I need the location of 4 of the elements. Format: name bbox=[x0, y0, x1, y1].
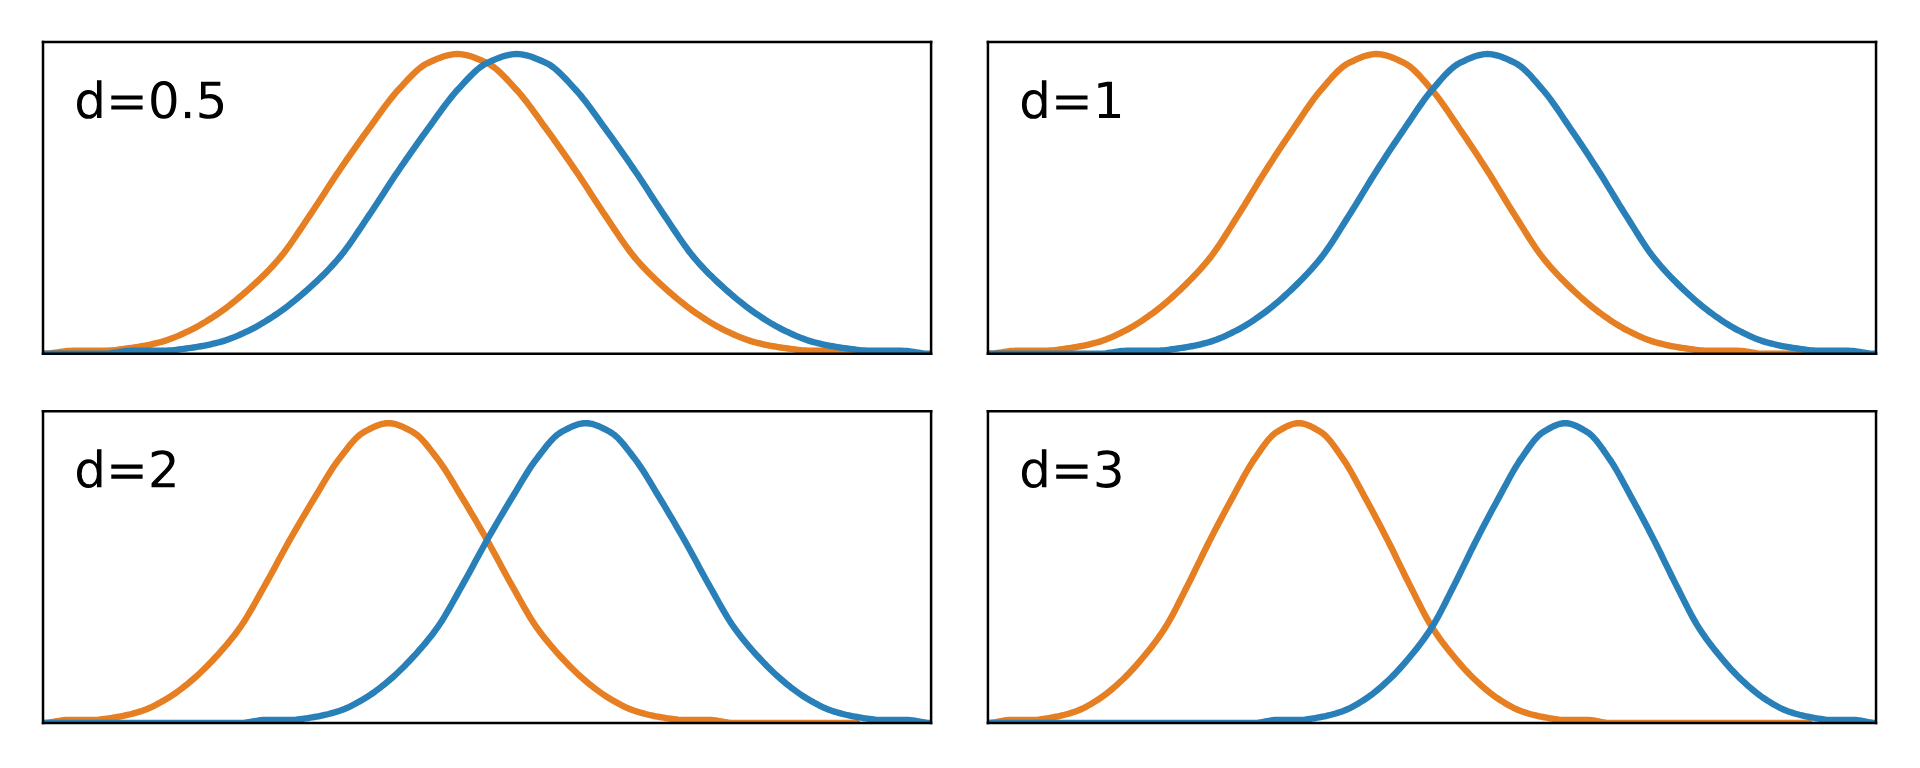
chart-title: d=2 bbox=[77, 449, 175, 489]
chart-title: d=0.5 bbox=[77, 80, 224, 119]
chart-title: d=1 bbox=[1021, 80, 1121, 119]
chart-title: d=3 bbox=[1021, 449, 1121, 489]
